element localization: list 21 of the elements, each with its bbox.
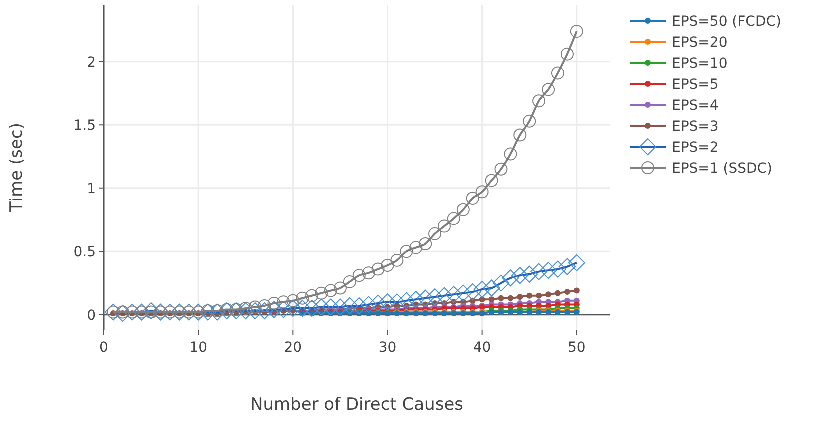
x-tick-label: 10 — [190, 340, 208, 356]
x-tick-label: 50 — [568, 340, 586, 356]
legend-label: EPS=3 — [672, 119, 719, 135]
y-axis-title: Time (sec) — [7, 123, 27, 213]
legend-label: EPS=50 (FCDC) — [672, 14, 782, 30]
y-tick-label: 0 — [87, 308, 96, 324]
legend-label: EPS=2 — [672, 140, 719, 156]
y-tick-label: 1.5 — [74, 118, 96, 134]
x-tick-label: 40 — [473, 340, 492, 356]
x-axis-title: Number of Direct Causes — [250, 395, 464, 415]
legend-label: EPS=10 — [672, 56, 728, 72]
x-tick-label: 0 — [100, 340, 108, 356]
y-tick-label: 1 — [87, 181, 96, 198]
legend-label: EPS=5 — [672, 77, 719, 93]
legend-label: EPS=20 — [672, 35, 728, 51]
x-tick-label: 20 — [284, 340, 302, 356]
legend-label: EPS=4 — [672, 98, 719, 114]
y-tick-label: 0.5 — [74, 244, 96, 261]
y-tick-label: 2 — [87, 54, 96, 71]
x-tick-label: 30 — [378, 340, 397, 356]
legend-label: EPS=1 (SSDC) — [672, 161, 773, 177]
